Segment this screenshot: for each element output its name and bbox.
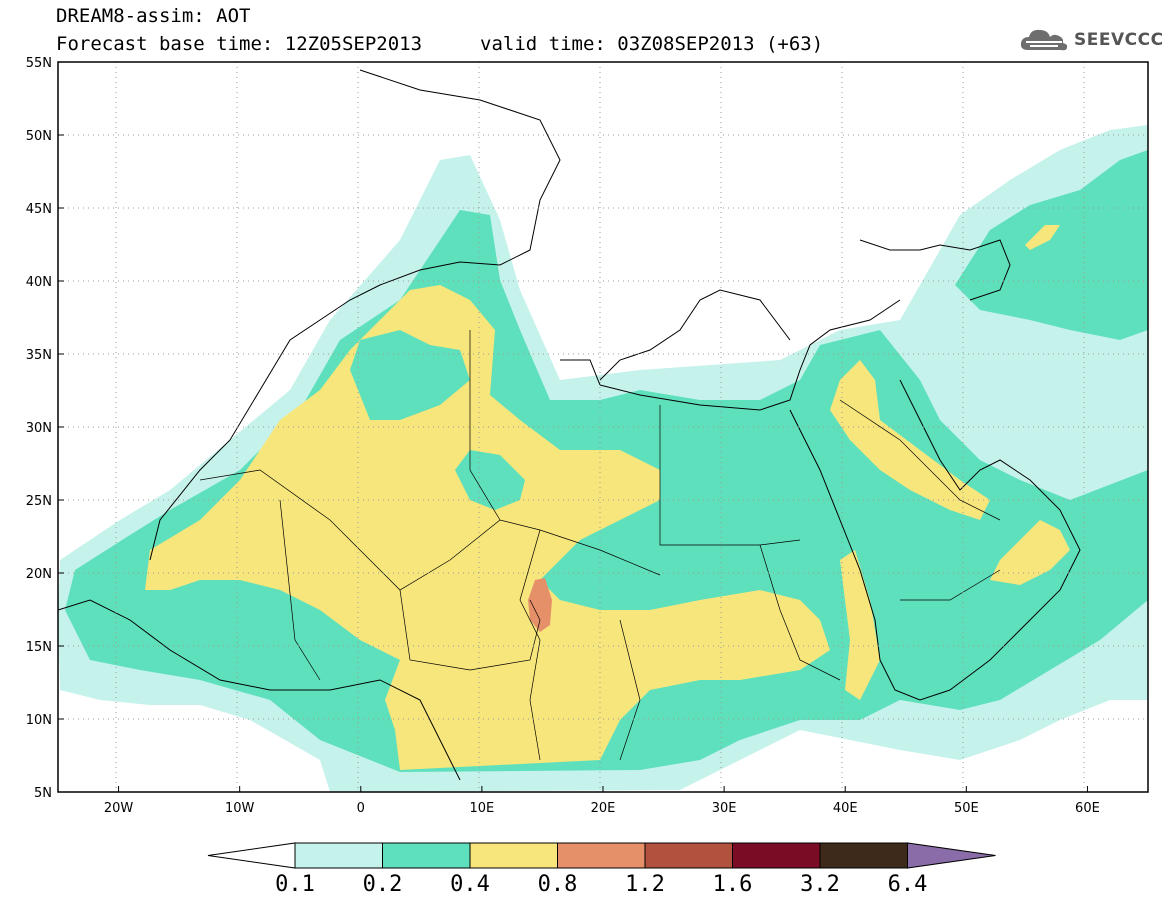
aot-band-0.2-hole bbox=[350, 330, 470, 420]
forecast-base-time: Forecast base time: 12Z05SEP2013 bbox=[56, 33, 423, 55]
logo-text: SEEVCCC bbox=[1074, 30, 1164, 50]
borders bbox=[199, 330, 1001, 761]
colorbar-label: 6.4 bbox=[887, 872, 928, 897]
lon-tick-label: 10E bbox=[470, 801, 495, 816]
graticule bbox=[58, 62, 1148, 792]
aot-band-0.4-sahara bbox=[145, 285, 830, 770]
colorbar-swatch bbox=[644, 842, 733, 869]
colorbar-label: 1.6 bbox=[712, 872, 753, 897]
lon-tick-label: 20E bbox=[591, 801, 616, 816]
aot-band-0.8 bbox=[528, 578, 552, 632]
aot-band-0.4-horn bbox=[840, 550, 880, 700]
aot-band-0.4-caspian bbox=[1025, 225, 1060, 250]
lat-tick-label: 50N bbox=[26, 129, 52, 144]
colorbar-swatch bbox=[469, 842, 558, 869]
colorbar-under bbox=[207, 842, 296, 869]
lat-tick-label: 15N bbox=[26, 640, 52, 655]
colorbar-label: 3.2 bbox=[800, 872, 840, 897]
colorbar-swatch bbox=[557, 842, 646, 869]
colorbar bbox=[207, 842, 996, 869]
valid-time: valid time: 03Z08SEP2013 (+63) bbox=[480, 33, 824, 55]
axis-ticks bbox=[58, 61, 1088, 793]
colorbar-label: 1.2 bbox=[625, 872, 665, 897]
aot-band-0.2-hole3 bbox=[560, 555, 660, 610]
lat-tick-label: 5N bbox=[34, 786, 52, 801]
lat-tick-label: 10N bbox=[26, 713, 52, 728]
lon-tick-label: 0 bbox=[357, 801, 365, 816]
lon-tick-label: 20W bbox=[104, 801, 134, 816]
lon-tick-label: 10W bbox=[225, 801, 255, 816]
lat-tick-label: 30N bbox=[26, 421, 52, 436]
colorbar-swatch bbox=[294, 842, 383, 869]
colorbar-label: 0.1 bbox=[275, 872, 315, 897]
colorbar-swatch bbox=[819, 842, 908, 869]
lat-tick-label: 25N bbox=[26, 494, 52, 509]
aot-band-0.4-oman bbox=[990, 520, 1070, 585]
lat-tick-label: 45N bbox=[26, 202, 52, 217]
lat-tick-label: 20N bbox=[26, 567, 52, 582]
cloud-icon bbox=[1020, 29, 1068, 51]
colorbar-label: 0.4 bbox=[450, 872, 490, 897]
colorbar-label: 0.8 bbox=[537, 872, 578, 897]
lon-tick-label: 50E bbox=[954, 801, 979, 816]
lat-axis: 55N 50N 45N 40N 35N 30N 25N 20N 15N 10N 5N bbox=[26, 56, 52, 801]
coastlines bbox=[58, 69, 1081, 781]
colorbar-swatch bbox=[382, 842, 471, 869]
lat-tick-label: 40N bbox=[26, 275, 52, 290]
lon-axis: 20W 10W 0 10E 20E 30E 40E 50E 60E bbox=[104, 801, 1100, 816]
lon-tick-label: 60E bbox=[1075, 801, 1100, 816]
aot-band-0.2-hole2 bbox=[455, 450, 525, 510]
aot-band-0.2-caspian bbox=[955, 150, 1148, 340]
lat-tick-label: 35N bbox=[26, 348, 52, 363]
colorbar-swatch bbox=[732, 842, 821, 869]
aot-field bbox=[58, 125, 1148, 792]
map-title: DREAM8-assim: AOT bbox=[56, 5, 251, 27]
lat-tick-label: 55N bbox=[26, 56, 52, 71]
colorbar-over bbox=[907, 842, 996, 869]
seevccc-logo: SEEVCCC bbox=[1018, 26, 1164, 54]
aot-band-0.4-arabia bbox=[830, 360, 990, 520]
lon-tick-label: 30E bbox=[712, 801, 737, 816]
colorbar-label: 0.2 bbox=[362, 872, 403, 897]
lon-tick-label: 40E bbox=[833, 801, 858, 816]
